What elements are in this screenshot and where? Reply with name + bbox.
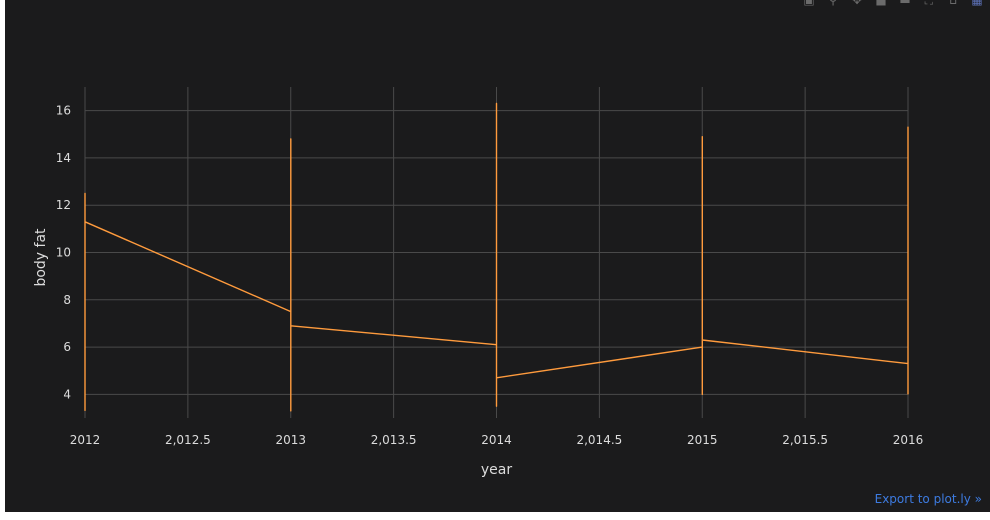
y-tick-label: 8 <box>63 293 71 307</box>
x-tick-label: 2014 <box>481 433 512 447</box>
y-tick-label: 12 <box>56 198 71 212</box>
x-tick-label: 2,012.5 <box>165 433 211 447</box>
x-axis-title: year <box>481 462 512 478</box>
x-tick-label: 2016 <box>893 433 924 447</box>
x-tick-label: 2015 <box>687 433 718 447</box>
y-tick-label: 10 <box>56 246 71 260</box>
line-chart[interactable]: 2012 2,012.5 2013 2,013.5 2014 2,014.5 2015 2,0… <box>5 0 990 512</box>
x-tick-label: 2012 <box>70 433 101 447</box>
y-tick-label: 6 <box>63 340 71 354</box>
x-tick-label: 2,014.5 <box>576 433 622 447</box>
y-tick-label: 4 <box>63 387 71 401</box>
x-tick-label: 2,015.5 <box>782 433 828 447</box>
y-tick-label: 14 <box>56 151 71 165</box>
export-link[interactable]: Export to plot.ly » <box>875 492 982 506</box>
x-tick-label: 2013 <box>275 433 306 447</box>
series-line <box>85 104 908 411</box>
chart-container: ▣ ⚲ ✥ ■ ▬ ⛶ ⌂ ▦ 2012 2,012.5 2013 2,013.5 20… <box>5 0 990 512</box>
y-tick-label: 16 <box>56 104 71 118</box>
y-axis-title: body fat <box>33 228 49 287</box>
x-tick-label: 2,013.5 <box>371 433 417 447</box>
